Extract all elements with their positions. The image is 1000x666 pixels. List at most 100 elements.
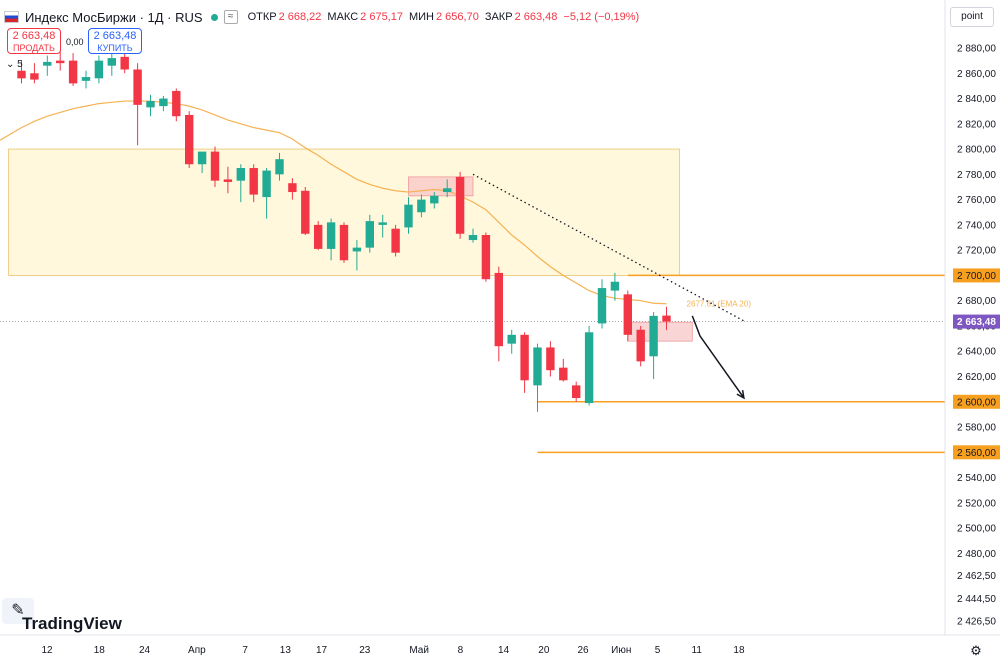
candle [43,55,52,76]
candle [81,70,91,89]
candle-body [146,101,155,108]
x-tick-label: 8 [458,645,464,656]
buy-button[interactable]: 2 663,48 КУПИТЬ [88,28,142,54]
y-tick-label: 2 520,00 [957,498,996,509]
candle-body [314,224,323,249]
y-tick-label: 2 426,50 [957,617,996,628]
volume-toggle[interactable]: ⌄ 5 [6,59,23,70]
candle-body [197,151,207,165]
candle [301,186,310,235]
candle-body [159,98,168,107]
candle [365,214,374,253]
candle [533,343,542,412]
x-tick-label: 18 [94,645,106,656]
candle-body [610,281,620,291]
price-scale-mode-button[interactable]: point [950,7,994,27]
sell-button[interactable]: 2 663,48 ПРОДАТЬ [7,28,61,54]
candle-body [636,329,645,362]
y-tick-label: 2 800,00 [957,145,996,156]
candle [197,151,207,174]
settings-gear-icon[interactable]: ⚙ [970,643,982,658]
drawing-tool-icon[interactable]: ✎ [2,598,34,624]
candle [30,63,39,84]
y-tick-label: 2 780,00 [957,170,996,181]
candle-body [17,70,26,79]
candle [430,192,439,209]
candle-body [649,315,658,357]
candle-body [533,347,542,386]
close-value: 2 663,48 [514,11,558,23]
candle-body [391,228,400,253]
x-tick-label: 18 [733,645,745,656]
candle-body [301,190,310,234]
candle [520,332,529,393]
candle-body [339,224,349,261]
candle-body [133,69,142,105]
market-status-icon [210,13,218,21]
candle [507,329,516,354]
candle-body [185,114,194,165]
high-value: 2 675,17 [360,11,403,23]
chart-legend: Индекс МосБиржи · 1Д · RUS ≈ ОТКР 2 668,… [4,8,645,26]
level-label-bg [953,268,1000,283]
candle-body [378,222,387,225]
candle [649,312,658,380]
candle-body [223,179,233,182]
spread-value: 0,00 [66,37,84,47]
candle [314,221,323,251]
candle [326,218,336,261]
candle [443,179,452,198]
symbol-title[interactable]: Индекс МосБиржи · 1Д · RUS [25,9,203,25]
candle [481,232,491,282]
candle [610,272,620,301]
open-label: ОТКР [247,11,277,23]
candle [68,53,78,86]
close-label: ЗАКР [484,11,513,23]
candle-body [172,90,181,117]
candle [494,266,503,362]
candle-body [572,385,581,398]
candle-body [94,60,104,79]
candle [391,224,400,257]
candle [468,228,478,243]
candle-body [56,60,65,64]
level-label: 2 700,00 [957,271,996,282]
high-label: МАКС [327,11,359,23]
candle-body [262,170,271,198]
level-label: 2 600,00 [957,397,996,408]
y-tick-label: 2 760,00 [957,195,996,206]
candle-body [365,221,374,248]
candle-body [107,58,116,66]
candle-body [236,168,245,181]
candle [94,55,104,84]
collapse-legend-button[interactable]: ≈ [223,10,238,24]
candle-body [30,73,39,80]
y-tick-label: 2 840,00 [957,94,996,105]
candle [662,306,671,331]
x-tick-label: 23 [359,645,371,656]
y-tick-label: 2 500,00 [957,524,996,535]
buy-price: 2 663,48 [93,30,137,42]
x-tick-label: 20 [538,645,550,656]
candle-body [430,195,439,204]
x-tick-label: 24 [139,645,151,656]
candle [572,381,581,402]
tradingview-logo: TradingView [22,614,122,633]
candle [133,63,142,146]
y-tick-label: 2 640,00 [957,347,996,358]
candle-body [546,347,555,371]
candle [584,325,594,406]
level-label-bg [953,445,1000,460]
candle [210,146,220,187]
candle [159,96,168,112]
candle-body [81,77,91,81]
candle-body [623,294,632,335]
candle-body [481,234,491,280]
change-value: −5,12 (−0,19%) [563,11,640,23]
y-tick-label: 2 720,00 [957,246,996,257]
y-tick-label: 2 880,00 [957,44,996,55]
candle [378,214,387,238]
candle [56,50,65,71]
